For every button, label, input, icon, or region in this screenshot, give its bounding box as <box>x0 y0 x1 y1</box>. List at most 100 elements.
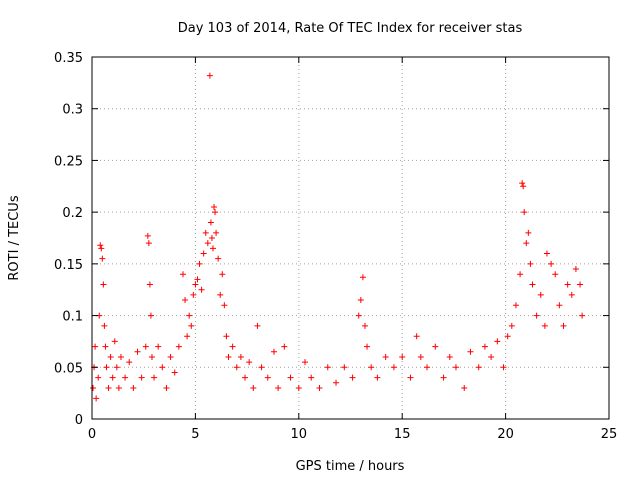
x-tick-label: 0 <box>88 427 96 442</box>
y-tick-label: 0.05 <box>54 361 83 376</box>
data-point <box>512 302 519 309</box>
data-point <box>281 343 288 350</box>
data-point <box>151 374 158 381</box>
data-point <box>171 369 178 376</box>
data-points <box>90 72 586 402</box>
data-point <box>543 250 550 257</box>
chart-title: Day 103 of 2014, Rate Of TEC Index for r… <box>178 21 523 36</box>
data-point <box>221 302 228 309</box>
data-point <box>488 353 495 360</box>
data-point <box>242 374 249 381</box>
data-point <box>341 364 348 371</box>
data-point <box>374 374 381 381</box>
data-point <box>556 302 563 309</box>
data-point <box>568 291 575 298</box>
data-point <box>207 219 214 226</box>
data-point <box>148 353 155 360</box>
data-point <box>179 271 186 278</box>
data-point <box>200 250 207 257</box>
x-tick-label: 10 <box>291 427 308 442</box>
data-point <box>99 255 106 262</box>
data-point <box>190 291 197 298</box>
data-point <box>541 322 548 329</box>
data-point <box>192 281 199 288</box>
data-point <box>144 232 151 239</box>
data-point <box>101 322 108 329</box>
data-point <box>206 72 213 79</box>
data-point <box>95 374 102 381</box>
data-point <box>194 276 201 283</box>
data-point <box>440 374 447 381</box>
data-point <box>357 297 364 304</box>
data-point <box>533 312 540 319</box>
data-point <box>529 281 536 288</box>
data-point <box>572 266 579 273</box>
data-point <box>103 364 110 371</box>
data-point <box>308 374 315 381</box>
data-point <box>475 364 482 371</box>
y-tick-label: 0.1 <box>62 310 83 325</box>
data-point <box>446 353 453 360</box>
data-point <box>155 343 162 350</box>
data-point <box>577 281 584 288</box>
data-point <box>364 343 371 350</box>
data-point <box>109 374 116 381</box>
data-point <box>258 364 265 371</box>
x-tick-label: 5 <box>191 427 199 442</box>
data-point <box>349 374 356 381</box>
data-point <box>519 180 526 187</box>
data-point <box>564 281 571 288</box>
data-point <box>107 353 114 360</box>
data-point <box>159 364 166 371</box>
data-point <box>186 312 193 319</box>
data-point <box>167 353 174 360</box>
y-tick-label: 0.35 <box>54 51 83 66</box>
data-point <box>100 281 107 288</box>
data-point <box>521 209 528 216</box>
data-point <box>93 395 100 402</box>
data-point <box>500 364 507 371</box>
data-point <box>208 235 215 241</box>
data-point <box>523 240 530 247</box>
data-point <box>508 322 515 329</box>
data-point <box>126 359 133 366</box>
data-point <box>219 271 226 278</box>
data-point <box>275 384 282 391</box>
data-point <box>198 286 205 293</box>
data-point <box>368 364 375 371</box>
data-point <box>138 374 145 381</box>
x-tick-label: 15 <box>394 427 411 442</box>
data-point <box>467 348 474 355</box>
data-point <box>223 333 230 340</box>
data-point <box>211 203 218 210</box>
data-point <box>102 343 109 350</box>
data-point <box>229 343 236 350</box>
data-point <box>361 322 368 329</box>
data-point <box>202 229 209 236</box>
data-point <box>196 260 203 267</box>
data-point <box>97 242 104 249</box>
data-point <box>117 353 124 360</box>
data-point <box>237 353 244 360</box>
data-point <box>163 384 170 391</box>
data-point <box>355 312 362 319</box>
data-point <box>481 343 488 350</box>
data-point <box>333 379 340 386</box>
data-point <box>111 338 118 345</box>
data-point <box>90 384 97 391</box>
x-axis-label: GPS time / hours <box>296 459 405 474</box>
y-tick-label: 0.25 <box>54 154 83 169</box>
data-point <box>527 260 534 267</box>
data-point <box>452 364 459 371</box>
data-point <box>92 343 99 350</box>
axis-ticks: 0 5 10 15 20 25 0 0.05 0.1 0.15 0.2 0.25 0.3 0.35 <box>54 51 617 442</box>
data-point <box>424 364 431 371</box>
data-point <box>184 333 191 340</box>
data-point <box>270 348 277 355</box>
data-point <box>548 260 555 267</box>
data-point <box>105 384 112 391</box>
data-point <box>504 333 511 340</box>
data-point <box>287 374 294 381</box>
data-point <box>382 353 389 360</box>
